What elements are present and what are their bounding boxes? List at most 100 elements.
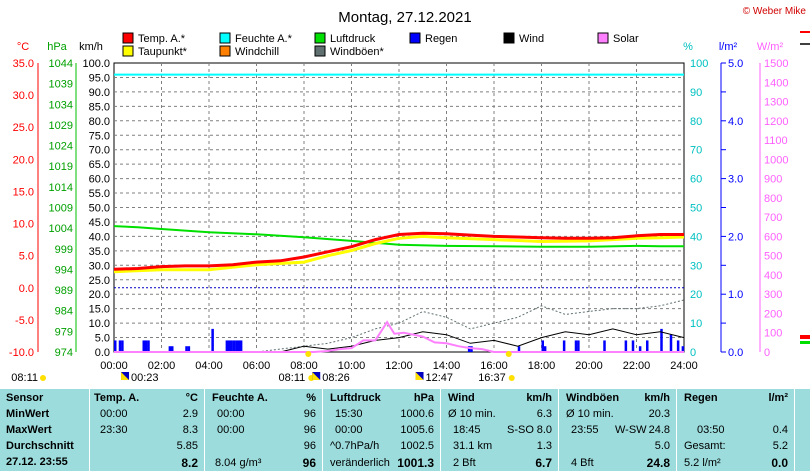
pressure-header: Luftdruck xyxy=(330,392,381,404)
rain-bar xyxy=(603,340,606,352)
wind-tick: 30.0 xyxy=(89,260,110,272)
x-tick-label: 18:00 xyxy=(528,360,556,372)
wind-tick: 15.0 xyxy=(89,304,110,316)
legend-label: Temp. A.* xyxy=(138,33,186,45)
humidity-tick: 60 xyxy=(690,174,702,186)
wind-l4: 2 Bft xyxy=(453,457,476,469)
pressure-tick: 979 xyxy=(55,326,73,338)
event-time: 12:47 xyxy=(426,372,454,384)
rain-bar xyxy=(118,340,122,352)
wind-l1: Ø 10 min. xyxy=(448,408,496,420)
humidity-tick: 70 xyxy=(690,145,702,157)
solar-tick: 500 xyxy=(764,251,782,263)
temp-unit: °C xyxy=(185,392,198,404)
rain-bar xyxy=(168,346,172,352)
temp-tick: -10.0 xyxy=(9,347,34,359)
humidity-avg: 96 xyxy=(303,440,316,452)
wind-tick: 50.0 xyxy=(89,203,110,215)
solar-tick: 900 xyxy=(764,174,782,186)
wind-v2: 8.0 xyxy=(536,424,552,436)
legend-label: Windchill xyxy=(235,46,279,58)
pressure-marker xyxy=(800,341,810,344)
temp-avg: 5.85 xyxy=(176,440,198,452)
pressure-column: Luftdruck hPa 15:30 1000.6 00:00 1005.6 … xyxy=(323,389,440,471)
wind-tick: 5.0 xyxy=(95,333,110,345)
humidity-tick: 30 xyxy=(690,260,702,272)
rain-bar xyxy=(121,340,124,352)
gust-v1: 20.3 xyxy=(648,408,670,420)
x-tick-label: 20:00 xyxy=(575,360,603,372)
humidity-header: Feuchte A. xyxy=(212,392,268,404)
x-tick-label: 16:00 xyxy=(480,360,508,372)
rain-bar xyxy=(239,340,243,352)
wind-l3: 31.1 km xyxy=(453,440,493,452)
solar-tick: 1100 xyxy=(764,135,788,147)
rain-tick: 3.0 xyxy=(728,174,743,186)
humidity-now: 96 xyxy=(302,456,316,470)
legend-swatch xyxy=(503,32,515,44)
temp-marker xyxy=(800,335,810,339)
legend-swatch xyxy=(314,32,326,44)
rain-bar xyxy=(230,340,233,352)
pressure-tick: 1034 xyxy=(49,99,73,111)
solar-tick: 1400 xyxy=(764,77,788,89)
humidity-max-time: 00:00 xyxy=(217,424,245,436)
rain-bar xyxy=(543,346,547,352)
gust-column: Windböen km/h Ø 10 min. 20.3 23:55 W-SW … xyxy=(559,389,676,471)
gust-unit: km/h xyxy=(644,392,670,404)
humidity-column: Feuchte A. % 00:00 96 00:00 96 96 8.04 g… xyxy=(205,389,322,471)
humidity-tick: 40 xyxy=(690,231,702,243)
min-label: MinWert xyxy=(6,408,50,420)
humidity-tick: 50 xyxy=(690,203,702,215)
humidity-unit: % xyxy=(306,392,316,404)
rain-bar xyxy=(631,340,635,352)
rain-tick: 1.0 xyxy=(728,289,743,301)
rain-l2: 03:50 xyxy=(697,424,725,436)
solar-tick: 700 xyxy=(764,212,782,224)
dewpoint-line xyxy=(113,234,685,274)
pressure-trend: ^0.7hPa/h xyxy=(330,440,380,452)
legend-label: Feuchte A.* xyxy=(235,33,293,45)
pressure-tick: 1009 xyxy=(49,203,73,215)
pressure-tick: 1014 xyxy=(49,182,73,194)
temp-min-time: 00:00 xyxy=(100,408,128,420)
event-flag-corner xyxy=(121,372,130,380)
rain-unit: l/m² xyxy=(768,392,788,404)
x-tick-label: 08:00 xyxy=(290,360,318,372)
wind-l2: 18:45 xyxy=(453,424,481,436)
gust-header: Windböen xyxy=(566,392,620,404)
pressure-min-time: 15:30 xyxy=(335,408,363,420)
x-tick-label: 10:00 xyxy=(338,360,366,372)
pressure-state: veränderlich xyxy=(330,457,390,469)
x-tick-label: 12:00 xyxy=(385,360,413,372)
temp-tick: -5.0 xyxy=(15,315,34,327)
gust-now: 24.8 xyxy=(646,456,670,470)
rain-v2: 0.4 xyxy=(772,424,788,436)
rain-bar xyxy=(467,346,471,352)
event-time: 00:23 xyxy=(131,372,159,384)
avg-label: Durchschnitt xyxy=(6,440,74,452)
wind-tick: 20.0 xyxy=(89,289,110,301)
temp-tick: 15.0 xyxy=(13,186,34,198)
pressure-line xyxy=(113,225,684,248)
x-tick-label: 14:00 xyxy=(433,360,461,372)
gust-dir: W-SW xyxy=(615,424,647,436)
wind-v3: 1.3 xyxy=(536,440,552,452)
temp-column: Temp. A. °C 00:00 2.9 23:30 8.3 5.85 8.2 xyxy=(90,389,204,471)
rain-bar xyxy=(147,340,150,352)
sun-time: 16:37 xyxy=(478,372,506,384)
humidity-tick: 10 xyxy=(690,318,702,330)
copyright: © Weber Mike xyxy=(743,6,807,17)
wind-tick: 90.0 xyxy=(89,87,110,99)
x-tick-label: 22:00 xyxy=(623,360,651,372)
pressure-tick: 1019 xyxy=(49,161,73,173)
temp-max-time: 23:30 xyxy=(100,424,128,436)
humidity-tick: 100 xyxy=(690,58,708,70)
pressure-max-time: 00:00 xyxy=(335,424,363,436)
legend-swatch xyxy=(219,45,231,57)
sun-marker xyxy=(505,351,512,357)
rain-bar xyxy=(228,340,231,352)
sun-time: 08:11 xyxy=(279,372,306,384)
legend-swatch xyxy=(314,45,326,57)
wind-header: Wind xyxy=(448,392,475,404)
